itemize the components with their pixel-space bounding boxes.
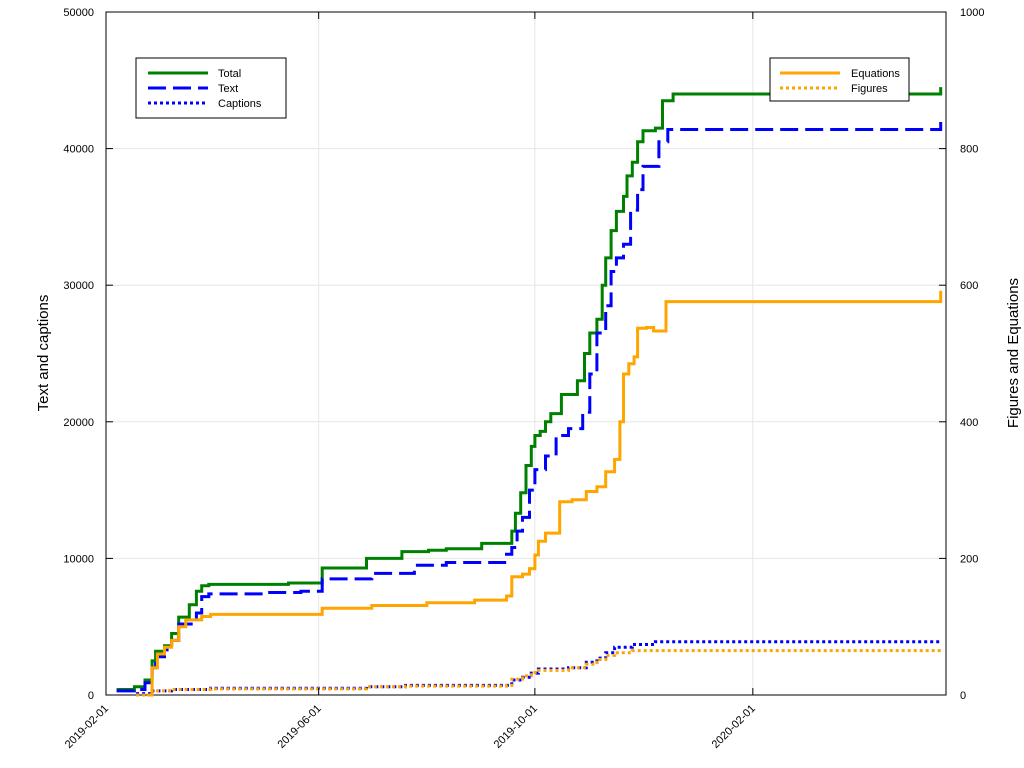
x-tick-label: 2019-02-01 xyxy=(63,703,111,751)
x-tick-label: 2019-06-01 xyxy=(275,703,323,751)
legend-left: Total Text Captions xyxy=(135,57,287,119)
y-left-axis-title: Text and captions xyxy=(35,295,52,412)
y-right-tick-label: 600 xyxy=(960,280,978,292)
y-left-tick-label: 30000 xyxy=(63,280,94,292)
y-left-tick-label: 40000 xyxy=(63,144,94,156)
y-right-tick-label: 0 xyxy=(960,690,966,702)
legend-label-total: Total xyxy=(218,68,241,80)
series-equations xyxy=(146,290,943,697)
x-tick-label: 2020-02-01 xyxy=(710,703,758,751)
axis-ticks: 0 10000 20000 30000 40000 50000 0 200 400 600 800 1… xyxy=(63,7,985,751)
series-text xyxy=(116,121,943,693)
y-left-tick-label: 50000 xyxy=(63,7,94,19)
legend-right: Equations Figures xyxy=(769,57,910,102)
y-left-tick-label: 10000 xyxy=(63,553,94,565)
x-tick-label: 2019-10-01 xyxy=(492,703,540,751)
y-right-tick-label: 200 xyxy=(960,553,978,565)
legend-label-text: Text xyxy=(218,83,238,95)
series-total xyxy=(116,87,943,691)
series-figures xyxy=(136,649,941,697)
legend-label-figures: Figures xyxy=(851,83,888,95)
y-left-tick-label: 20000 xyxy=(63,417,94,429)
legend-label-captions: Captions xyxy=(218,98,262,110)
y-right-tick-label: 1000 xyxy=(960,7,984,19)
y-right-axis-title: Figures and Equations xyxy=(1005,278,1022,428)
legend-right-box xyxy=(769,57,910,102)
legend-label-equations: Equations xyxy=(851,68,900,80)
plot-frame xyxy=(105,11,947,696)
y-left-tick-label: 0 xyxy=(88,690,94,702)
series-lines xyxy=(116,87,943,697)
y-right-tick-label: 800 xyxy=(960,144,978,156)
y-right-tick-label: 400 xyxy=(960,417,978,429)
